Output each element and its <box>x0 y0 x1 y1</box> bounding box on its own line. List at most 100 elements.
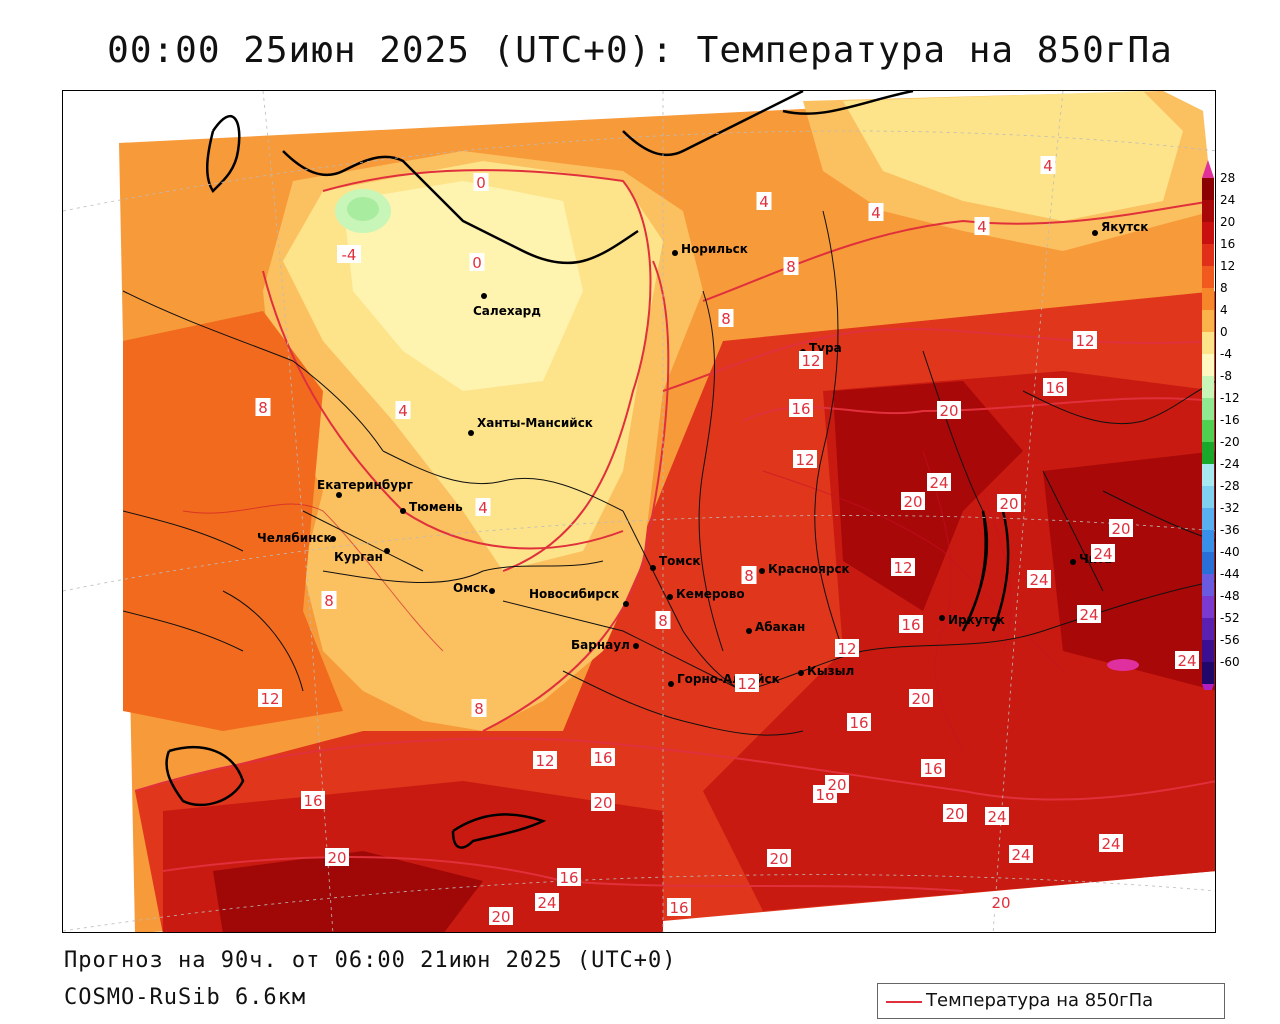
legend-line-swatch <box>886 1001 922 1003</box>
isotherm-label: 20 <box>909 689 933 708</box>
city-barnaul: Барнаул <box>571 638 639 652</box>
colorbar-labels: 28 24 20 16 12 8 4 0 -4 -8 -12 -16 -20 -24 -28 -32 -36 -4… <box>1220 171 1240 669</box>
svg-text:Екатеринбург: Екатеринбург <box>317 478 413 492</box>
svg-text:Курган: Курган <box>334 550 383 564</box>
svg-text:4: 4 <box>1043 157 1053 175</box>
city-tomsk: Томск <box>650 554 701 571</box>
isotherm-label: 20 <box>325 848 349 867</box>
colorbar-tick-label: -56 <box>1220 633 1240 647</box>
svg-text:8: 8 <box>258 399 268 417</box>
svg-text:16: 16 <box>593 749 612 767</box>
isotherm-label: 20 <box>825 775 849 794</box>
svg-text:20: 20 <box>1111 520 1130 538</box>
svg-text:16: 16 <box>669 899 688 917</box>
svg-text:16: 16 <box>1045 379 1064 397</box>
colorbar-tick-label: -12 <box>1220 391 1240 405</box>
svg-text:20: 20 <box>999 495 1018 513</box>
svg-text:20: 20 <box>491 908 510 926</box>
svg-text:20: 20 <box>827 776 846 794</box>
city-yekaterinburg: Екатеринбург <box>317 478 413 498</box>
svg-text:8: 8 <box>474 700 484 718</box>
svg-text:20: 20 <box>945 805 964 823</box>
city-gorno-altaysk: Горно-Алтайск <box>668 672 780 687</box>
colorbar-swatch <box>1202 200 1214 222</box>
city-omsk: Омск <box>453 581 495 595</box>
svg-text:24: 24 <box>537 894 556 912</box>
svg-text:Красноярск: Красноярск <box>768 562 850 576</box>
isotherm-label: 20 <box>997 494 1021 513</box>
svg-text:4: 4 <box>759 193 769 211</box>
svg-text:Барнаул: Барнаул <box>571 638 630 652</box>
colorbar-swatch <box>1202 288 1214 310</box>
city-salekhard: Салехард <box>473 293 541 318</box>
isotherm-label: 0 <box>473 173 489 192</box>
colorbar-tick-label: 20 <box>1220 215 1235 229</box>
temperature-colorbar: 28 24 20 16 12 8 4 0 -4 -8 -12 -16 -20 -24 -28 -32 -36 -4… <box>1202 160 1240 690</box>
svg-text:12: 12 <box>1075 332 1094 350</box>
city-khanty-mansiysk: Ханты-Мансийск <box>468 416 593 436</box>
svg-text:4: 4 <box>977 218 987 236</box>
colorbar-swatch <box>1202 618 1214 640</box>
isotherm-label: 0 <box>469 253 485 272</box>
svg-text:Иркутск: Иркутск <box>948 613 1005 627</box>
colorbar-swatch <box>1202 662 1214 684</box>
temperature-map[interactable]: Норильск Якутск Салехард Тура Ханты-Манс… <box>62 90 1216 933</box>
svg-text:0: 0 <box>472 254 482 272</box>
svg-text:20: 20 <box>903 493 922 511</box>
isotherm-label: 8 <box>255 398 271 417</box>
isotherm-label: 24 <box>1009 845 1033 864</box>
svg-text:20: 20 <box>593 794 612 812</box>
svg-text:16: 16 <box>849 714 868 732</box>
colorbar-tick-label: 0 <box>1220 325 1228 339</box>
isotherm-label: 16 <box>847 713 871 732</box>
svg-text:12: 12 <box>837 640 856 658</box>
colorbar-tick-label: 24 <box>1220 193 1235 207</box>
colorbar-tick-label: -28 <box>1220 479 1240 493</box>
svg-text:16: 16 <box>923 760 942 778</box>
colorbar-tick-label: -60 <box>1220 655 1240 669</box>
isotherm-label: 24 <box>1091 544 1115 563</box>
svg-text:8: 8 <box>744 567 754 585</box>
svg-text:16: 16 <box>303 792 322 810</box>
isotherm-label: -4 <box>337 245 361 264</box>
svg-text:12: 12 <box>801 352 820 370</box>
svg-text:Челябинск: Челябинск <box>257 531 332 545</box>
isotherm-label: 16 <box>591 748 615 767</box>
svg-text:20: 20 <box>327 849 346 867</box>
isotherm-label: 12 <box>835 639 859 658</box>
isotherm-label: 12 <box>258 689 282 708</box>
isotherm-label: 20 <box>1109 519 1133 538</box>
city-chelyabinsk: Челябинск <box>257 531 336 545</box>
colorbar-swatch <box>1202 266 1214 288</box>
isotherm-label: 24 <box>535 893 559 912</box>
isotherm-label: 12 <box>735 674 759 693</box>
colorbar-tick-label: 12 <box>1220 259 1235 273</box>
colorbar-tick-label: 28 <box>1220 171 1235 185</box>
isotherm-label: 20 <box>489 907 513 926</box>
colorbar-swatch <box>1202 508 1214 530</box>
svg-text:24: 24 <box>987 808 1006 826</box>
city-norilsk: Норильск <box>672 242 748 256</box>
colorbar-swatch <box>1202 332 1214 354</box>
svg-text:12: 12 <box>535 752 554 770</box>
colorbar-tick-label: -40 <box>1220 545 1240 559</box>
svg-text:Салехард: Салехард <box>473 304 541 318</box>
svg-text:24: 24 <box>1177 652 1196 670</box>
svg-text:Ханты-Мансийск: Ханты-Мансийск <box>477 416 593 430</box>
isotherm-label: 20 <box>767 849 791 868</box>
svg-text:8: 8 <box>658 612 668 630</box>
svg-text:24: 24 <box>1093 545 1112 563</box>
colorbar-tick-label: 4 <box>1220 303 1228 317</box>
isotherm-label: 4 <box>868 203 884 222</box>
isotherm-label: 4 <box>756 192 772 211</box>
isotherm-label: 24 <box>1099 834 1123 853</box>
isotherm-label: 16 <box>899 615 923 634</box>
city-krasnoyarsk: Красноярск <box>759 562 850 576</box>
legend: Температура на 850гПа <box>877 983 1225 1019</box>
colorbar-swatch <box>1202 442 1214 464</box>
isotherm-label: 16 <box>301 791 325 810</box>
isotherm-label: 24 <box>1077 605 1101 624</box>
isotherm-label: 4 <box>974 217 990 236</box>
colorbar-tick-label: -16 <box>1220 413 1240 427</box>
isotherm-label: 8 <box>783 257 799 276</box>
